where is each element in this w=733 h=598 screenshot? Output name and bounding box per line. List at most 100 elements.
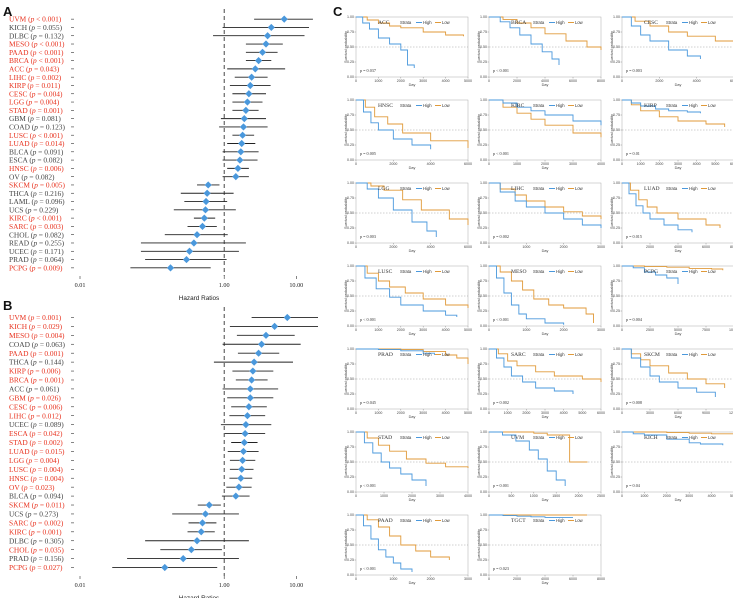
km-legend-high: High [423,103,432,108]
km-ylabel: Survival probability [610,280,614,312]
km-legend-title: Strata [400,435,412,440]
km-xtick-label: 2000 [397,411,405,415]
km-ytick-label: 0.50 [347,128,354,132]
km-ylabel: Survival probability [610,446,614,478]
cancer-label-coad: COAD (p = 0.123) [9,123,65,132]
x-tick-label: 1.00 [219,282,230,289]
km-ytick-label: 0.50 [480,128,487,132]
km-ytick-label: 0.50 [613,128,620,132]
km-xtick-label: 2000 [389,245,397,249]
hr-point [198,222,207,231]
km-xtick-label: 4000 [708,494,716,498]
km-ytick-label: 0.00 [613,75,620,79]
hr-point [201,206,210,214]
km-title: ACC [378,20,390,26]
km-ytick-label: 0.75 [480,362,487,366]
km-xtick-label: 1000 [522,245,530,249]
km-ytick-label: 1.00 [613,181,620,185]
hr-point [193,537,201,545]
km-xtick-label: 12000 [729,411,733,415]
hr-point [258,48,267,56]
hr-point [237,474,245,482]
cancer-label-cesc: CESC (p = 0.004) [9,89,63,98]
km-ytick-label: 0.50 [347,377,354,381]
km-xtick-label: 4000 [674,245,682,249]
km-pvalue: p = 0.002 [493,400,509,405]
km-xtick-label: 3000 [674,162,682,166]
km-xtick-label: 5000 [711,162,719,166]
hr-point [238,465,246,473]
hr-point [262,331,270,339]
km-xtick-label: 9000 [702,411,710,415]
km-ytick-label: 0.00 [613,158,620,162]
km-curve-high [356,431,427,486]
cancer-label-laml: LAML (p = 0.096) [9,197,65,206]
km-xtick-label: 0 [488,411,490,415]
km-ylabel: Survival probability [610,31,614,63]
cancer-label-stad: STAD (p = 0.001) [9,106,63,115]
hr-point [182,255,191,264]
cancer-label-ucs: UCS (p = 0.229) [9,205,59,214]
km-pvalue: p = 0.002 [493,234,509,239]
hr-point [254,349,263,357]
km-title: LUAD [644,186,660,192]
km-ytick-label: 0.75 [480,445,487,449]
km-xtick-label: 8000 [730,245,733,249]
km-xtick-label: 1000 [504,411,512,415]
km-ytick-label: 0.00 [480,407,487,411]
km-curve-low [356,16,464,37]
hr-point [246,385,254,393]
km-plot-paad: 0.00 0.25 0.50 0.75 1.00 Survival probability… [344,513,472,585]
km-legend-high: High [689,20,698,25]
km-curve-low [489,182,602,219]
hr-point [242,421,250,429]
cancer-label-gbm: GBM (p = 0.026) [9,393,61,402]
km-curve-low [489,16,602,50]
km-legend-high: High [556,352,565,357]
km-ytick-label: 0.50 [480,45,487,49]
km-ytick-label: 0.25 [480,309,487,313]
km-xtick-label: 6000 [569,577,577,581]
km-title: BRCA [511,20,526,26]
km-ylabel: Survival probability [610,114,614,146]
hr-point [200,214,208,222]
km-title: TGCT [511,518,526,524]
km-xtick-label: 6000 [702,245,710,249]
km-ylabel: Survival probability [344,280,348,312]
km-curve-low [489,265,594,323]
km-ytick-label: 0.75 [613,113,620,117]
km-legend-high: High [556,435,565,440]
cancer-label-hnsc: HNSC (p = 0.006) [9,164,64,173]
km-ytick-label: 0.00 [347,407,354,411]
km-ytick-label: 0.25 [347,143,354,147]
km-ytick-label: 1.00 [613,98,620,102]
km-ytick-label: 0.25 [480,475,487,479]
cancer-label-stad: STAD (p = 0.002) [9,438,63,447]
km-xlabel: Day [409,415,416,419]
km-xlabel: Day [675,332,682,336]
km-xtick-label: 2000 [655,162,663,166]
km-title: KIRP [644,103,657,109]
km-title: KICH [644,435,658,441]
km-xtick-label: 2000 [575,494,583,498]
km-legend-high: High [556,518,565,523]
km-ytick-label: 0.25 [480,558,487,562]
km-curve-low [622,182,721,228]
km-xtick-label: 2000 [663,494,671,498]
cancer-label-kich: KICH (p = 0.029) [9,322,63,331]
hr-point [179,555,187,563]
km-pvalue: p = 0.045 [360,400,376,405]
km-ytick-label: 0.25 [480,226,487,230]
hr-point [202,197,210,206]
hr-point [254,56,263,65]
km-curve-low [622,16,733,42]
cancer-label-luad: LUAD (p = 0.015) [9,447,65,456]
km-pvalue: p = 0.005 [360,151,376,156]
forest-plot-b: UVM (p = 0.001)KICH (p = 0.029)MESO (p =… [9,307,318,598]
km-legend-title: Strata [400,20,412,25]
km-ylabel: Survival probability [344,446,348,478]
hr-point [203,189,211,197]
km-ytick-label: 1.00 [347,181,354,185]
km-legend-high: High [423,435,432,440]
km-ytick-label: 0.25 [613,226,620,230]
